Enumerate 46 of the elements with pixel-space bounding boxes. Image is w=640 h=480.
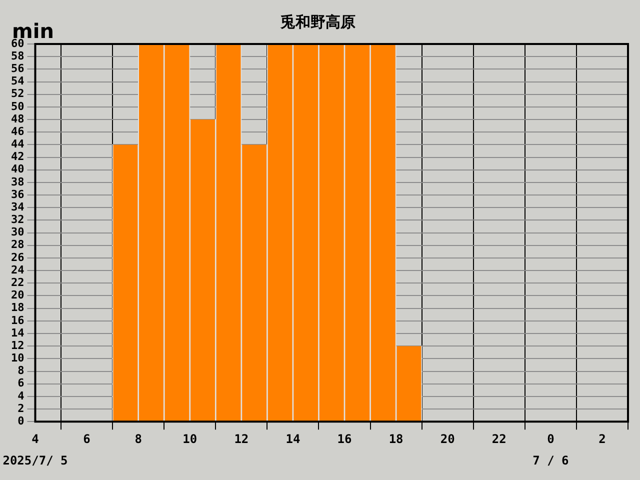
- chart-title: 兎和野高原: [280, 12, 356, 31]
- x-tick-label: 8: [134, 432, 142, 446]
- y-tick-label: 32: [10, 213, 24, 226]
- y-tick-label: 36: [10, 188, 25, 201]
- y-tick-label: 44: [10, 138, 25, 151]
- y-tick-label: 2: [18, 402, 24, 415]
- y-tick-label: 26: [10, 250, 25, 264]
- y-tick-label: 48: [10, 112, 24, 126]
- y-tick-label: 54: [10, 74, 25, 88]
- y-tick-label: 22: [10, 276, 24, 290]
- y-tick-label: 58: [10, 49, 24, 62]
- x-tick-label: 2: [598, 432, 606, 446]
- x-tick-label: 6: [83, 432, 90, 446]
- y-tick-label: 52: [10, 87, 24, 100]
- y-tick-label: 28: [10, 238, 24, 252]
- y-tick-label: 18: [10, 301, 24, 314]
- x-tick-label: 12: [234, 432, 249, 446]
- y-tick-label: 14: [10, 326, 25, 340]
- y-tick-label: 30: [10, 226, 24, 239]
- y-tick-label: 20: [10, 288, 24, 302]
- y-tick-label: 4: [18, 389, 25, 402]
- y-tick-label: 40: [10, 162, 24, 176]
- y-tick-label: 12: [10, 338, 24, 352]
- text: 7 / 6: [532, 454, 569, 468]
- text: 2025/7/ 5: [2, 454, 68, 468]
- x-tick-label: 14: [286, 432, 300, 446]
- y-tick-label: 50: [10, 100, 24, 113]
- x-tick-label: 20: [440, 432, 455, 446]
- x-tick-label: 0: [547, 432, 554, 446]
- y-tick-label: 6: [18, 376, 25, 390]
- y-tick-label: 8: [18, 364, 24, 378]
- y-tick-label: 10: [10, 352, 24, 365]
- y-tick-label: 56: [10, 62, 25, 76]
- y-tick-label: 16: [10, 314, 25, 327]
- y-tick-label: 42: [10, 150, 24, 164]
- y-tick-label: 38: [10, 175, 24, 188]
- y-tick-label: 0: [18, 414, 24, 428]
- y-tick-label: 60: [10, 36, 24, 50]
- x-tick-label: 18: [388, 432, 404, 446]
- y-tick-label: 46: [10, 124, 25, 138]
- x-tick-label: 16: [337, 432, 352, 446]
- x-tick-label: 22: [492, 432, 506, 446]
- y-tick-label: 24: [10, 263, 25, 276]
- x-tick-label: 10: [182, 432, 198, 446]
- x-tick-label: 4: [32, 432, 39, 446]
- y-tick-label: 34: [10, 200, 25, 214]
